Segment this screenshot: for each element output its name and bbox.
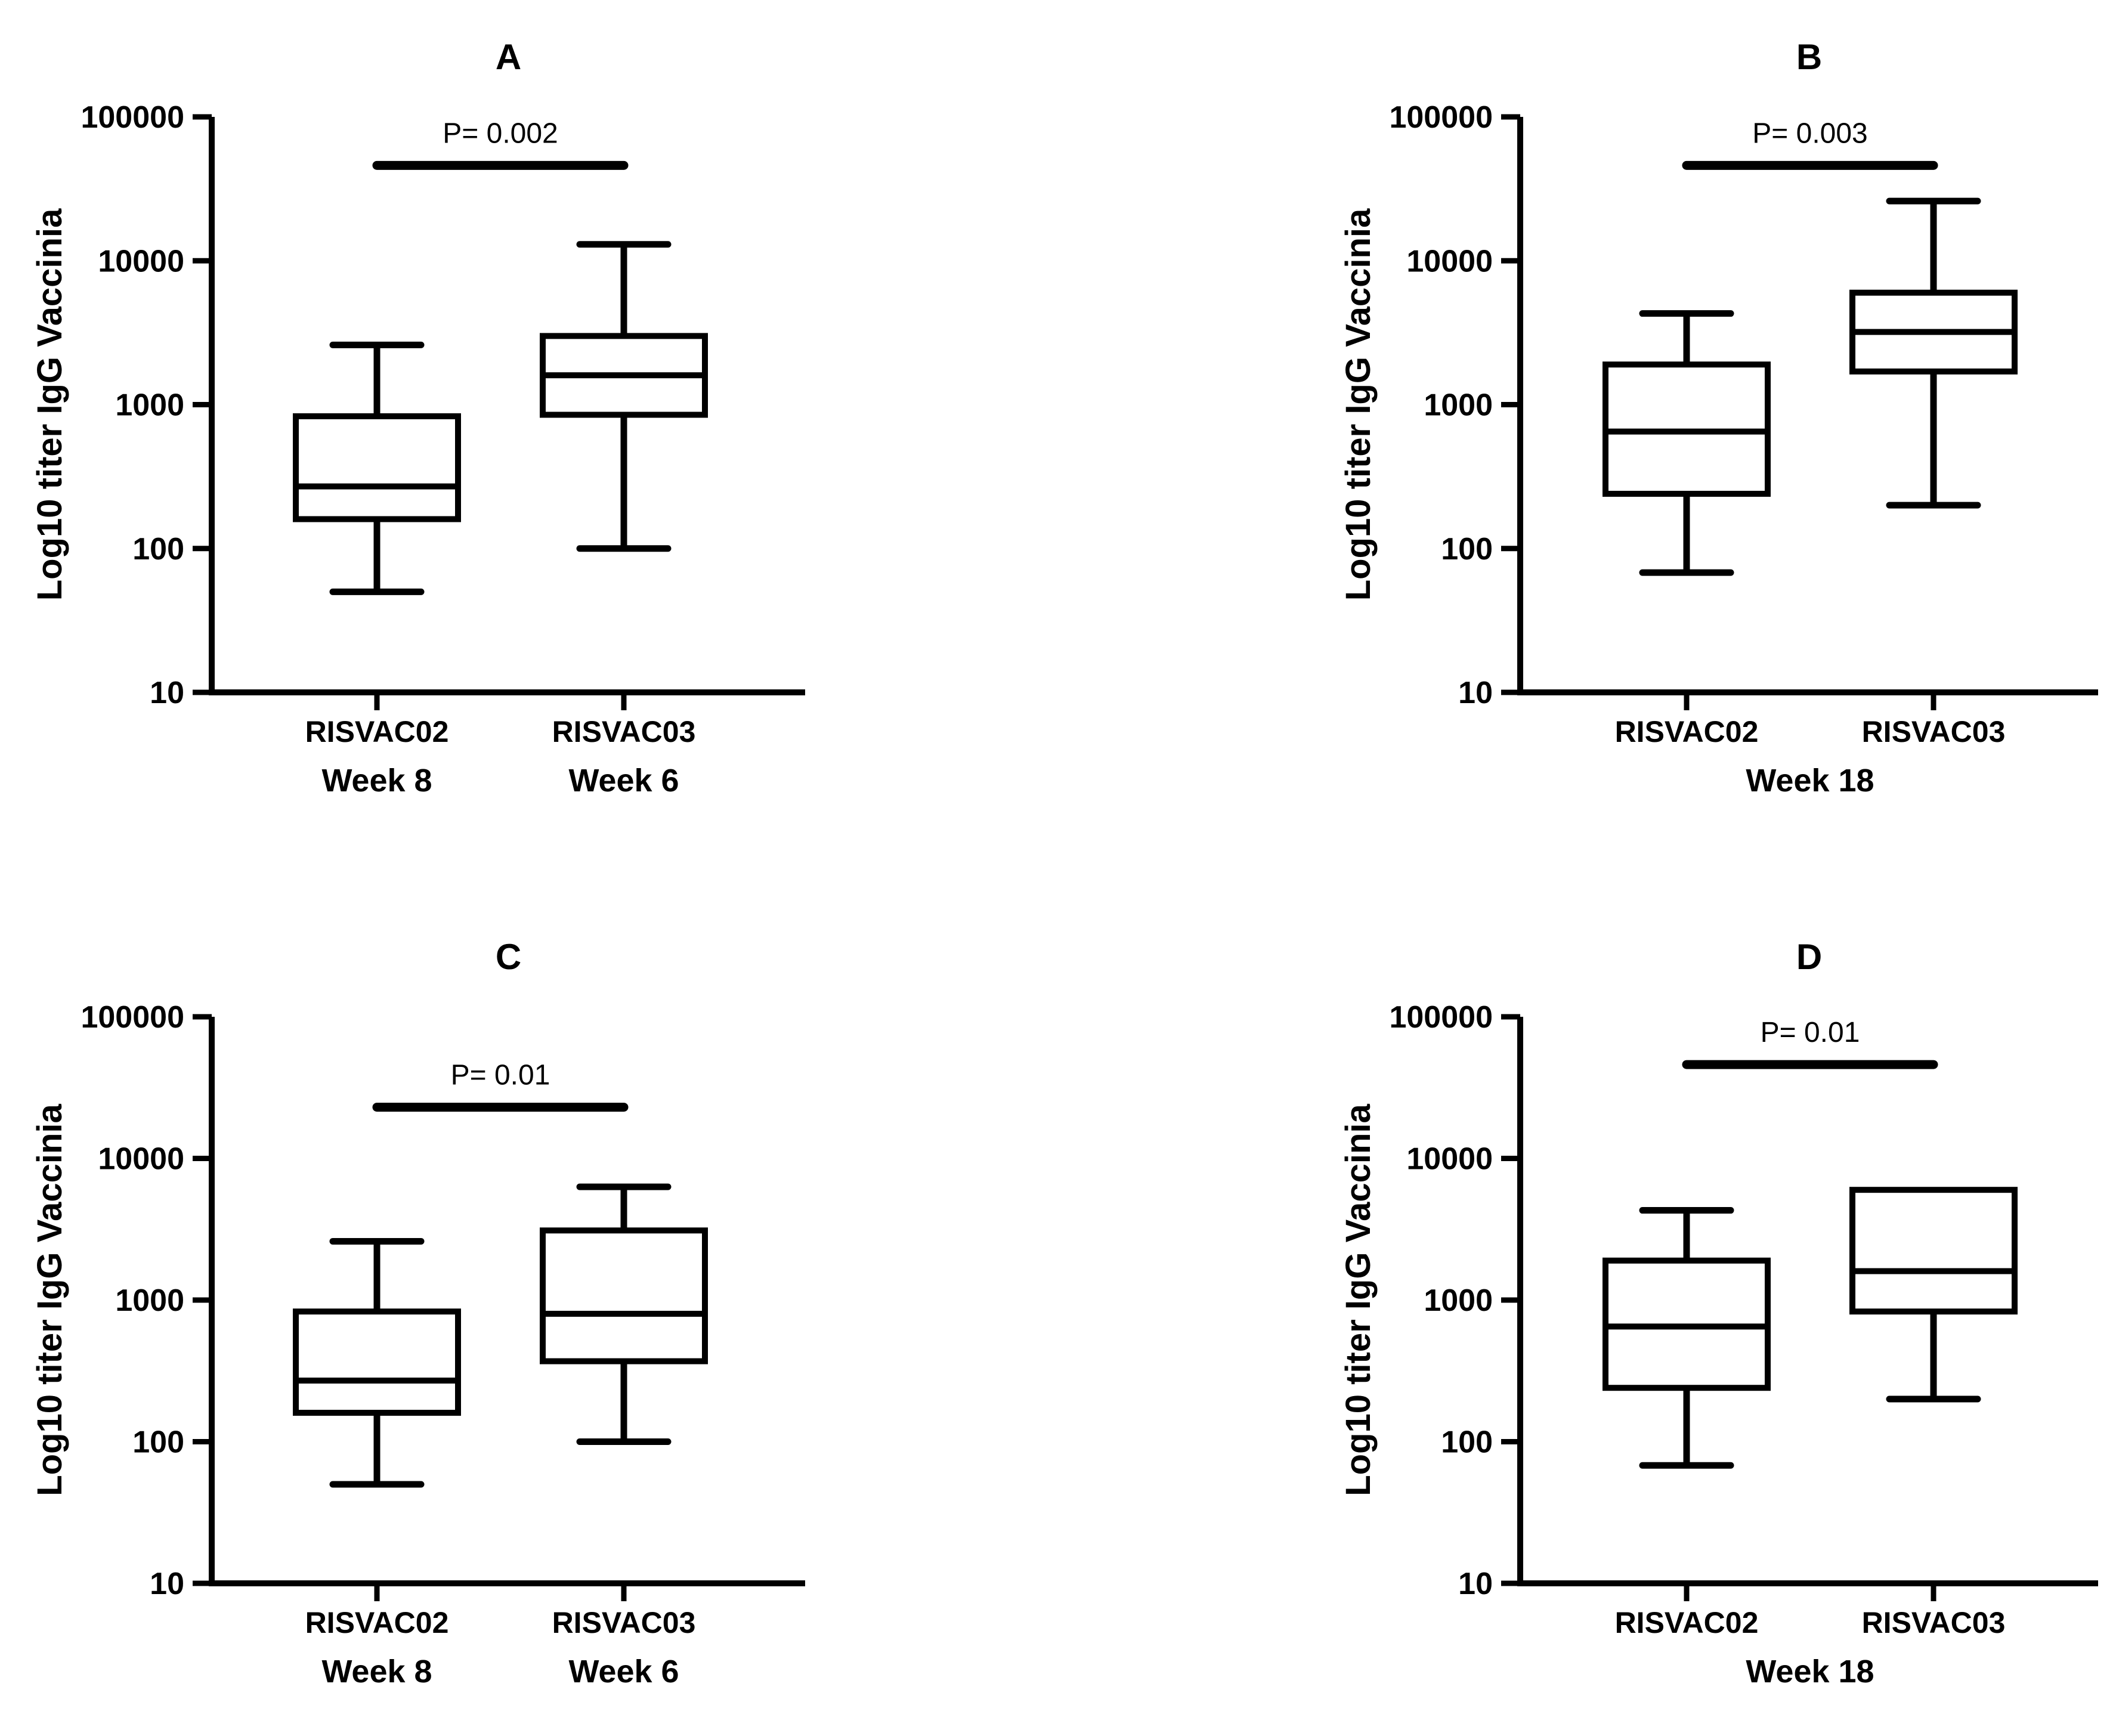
panel-d: D 10 100 1000 10000 100000 Log10 titer IgG Vac… [1058, 868, 2116, 1736]
p-value-label: P= 0.002 [443, 117, 558, 149]
panel-a: A 10 100 1000 10000 100000 Log10 titer IgG Vac… [0, 0, 1058, 868]
y-tick-label: 10 [1458, 676, 1493, 710]
y-tick-label: 100 [1441, 532, 1493, 567]
panel-a-chart: A 10 100 1000 10000 100000 Log10 titer IgG Vac… [30, 37, 805, 799]
panel-c: C 10 100 1000 10000 100000 Log10 titer IgG Vac… [0, 868, 1058, 1736]
y-tick-label: 100000 [81, 100, 184, 135]
panel-title: B [1796, 37, 1822, 77]
panel-d-chart: D 10 100 1000 10000 100000 Log10 titer IgG Vac… [1339, 937, 2098, 1689]
category-label: RISVAC02 [1615, 1606, 1759, 1639]
y-tick-label: 100 [1441, 1425, 1493, 1460]
box-risvac02 [293, 413, 461, 522]
y-axis-label: Log10 titer IgG Vaccinia [30, 208, 69, 601]
y-tick-label: 10 [1458, 1567, 1493, 1601]
category-label: RISVAC03 [552, 1606, 696, 1639]
panel-title: A [496, 37, 521, 77]
category-label: RISVAC02 [305, 715, 449, 748]
p-value-label: P= 0.01 [451, 1060, 550, 1091]
week-label: Week 8 [321, 763, 432, 799]
box-risvac03 [540, 1227, 708, 1364]
p-value-label: P= 0.003 [1752, 117, 1868, 149]
box-risvac02 [293, 1308, 461, 1416]
y-tick-label: 100 [132, 532, 184, 567]
y-tick-label: 100000 [81, 1000, 184, 1035]
category-label: RISVAC03 [1862, 1606, 2006, 1639]
week-label: Week 18 [1746, 763, 1874, 799]
y-tick-label: 10 [150, 1567, 184, 1601]
y-tick-label: 1000 [1424, 1283, 1493, 1318]
week-label: Week 18 [1746, 1654, 1874, 1689]
y-axis-label: Log10 titer IgG Vaccinia [30, 1103, 69, 1496]
panel-title: C [496, 937, 521, 977]
y-tick-label: 100000 [1389, 1000, 1493, 1035]
week-label: Week 8 [321, 1654, 432, 1689]
y-tick-label: 100 [132, 1425, 184, 1460]
panel-title: D [1796, 937, 1822, 977]
panel-b: B 10 100 1000 10000 100000 Log10 titer IgG Vac… [1058, 0, 2116, 868]
category-label: RISVAC02 [1615, 715, 1759, 748]
category-label: RISVAC03 [552, 715, 696, 748]
y-axis-label: Log10 titer IgG Vaccinia [1339, 1103, 1378, 1496]
y-tick-label: 1000 [115, 1283, 184, 1318]
y-tick-label: 100000 [1389, 100, 1493, 135]
y-tick-label: 1000 [115, 388, 184, 423]
p-value-label: P= 0.01 [1761, 1017, 1860, 1048]
y-tick-label: 10000 [98, 244, 184, 278]
week-label: Week 6 [568, 763, 679, 799]
y-tick-label: 10000 [98, 1142, 184, 1177]
box-risvac03 [1849, 1187, 2018, 1315]
category-label: RISVAC03 [1862, 715, 2006, 748]
y-tick-label: 10000 [1406, 1142, 1493, 1177]
y-tick-label: 1000 [1424, 388, 1493, 423]
y-tick-label: 10 [150, 676, 184, 710]
y-axis-label: Log10 titer IgG Vaccinia [1339, 208, 1378, 601]
category-label: RISVAC02 [305, 1606, 449, 1639]
panel-b-chart: B 10 100 1000 10000 100000 Log10 titer IgG Vac… [1339, 37, 2098, 799]
week-label: Week 6 [568, 1654, 679, 1689]
panel-c-chart: C 10 100 1000 10000 100000 Log10 titer IgG Vac… [30, 937, 805, 1689]
y-tick-label: 10000 [1406, 244, 1493, 278]
